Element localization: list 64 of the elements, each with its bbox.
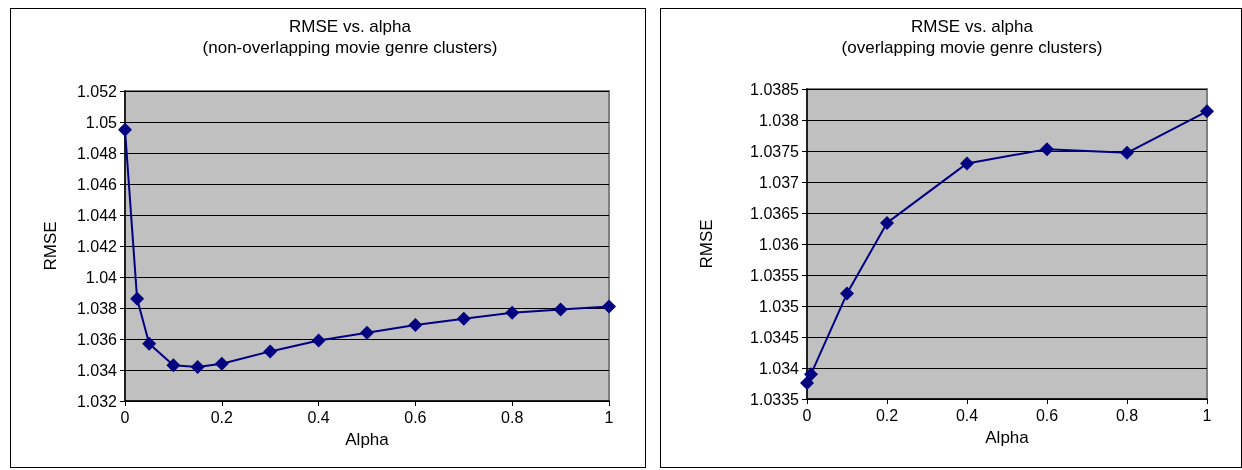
point xyxy=(505,305,520,320)
chart-subtitle: (overlapping movie genre clusters) xyxy=(841,38,1103,57)
x-tick-label: 0.8 xyxy=(501,408,524,426)
y-tick-label: 1.038 xyxy=(758,111,800,129)
point xyxy=(190,359,205,374)
point xyxy=(142,336,157,351)
x-tick-label: 1 xyxy=(1202,406,1212,424)
y-tick-label: 1.036 xyxy=(758,235,800,253)
point xyxy=(880,215,894,230)
y-tick-label: 1.044 xyxy=(76,206,118,224)
y-tick-label: 1.0375 xyxy=(750,142,800,160)
x-tick-label: 0.2 xyxy=(875,406,899,424)
x-axis-title: Alpha xyxy=(345,430,390,449)
x-tick-label: 0 xyxy=(120,408,130,426)
y-tick-label: 1.032 xyxy=(76,392,118,410)
y-tick-label: 1.05 xyxy=(85,113,118,131)
y-tick-label: 1.052 xyxy=(76,82,118,100)
chart-subtitle: (non-overlapping movie genre clusters) xyxy=(202,38,498,57)
point xyxy=(840,286,854,301)
point xyxy=(166,358,181,373)
x-tick-label: 1 xyxy=(604,408,614,426)
y-tick-label: 1.038 xyxy=(76,299,118,317)
x-tick-label: 0 xyxy=(802,406,812,424)
y-tick-label: 1.035 xyxy=(758,297,800,315)
point xyxy=(408,318,423,333)
point xyxy=(263,344,278,359)
y-tick-label: 1.034 xyxy=(758,359,800,377)
x-tick-label: 0.6 xyxy=(404,408,427,426)
y-tick-label: 1.0365 xyxy=(750,204,800,222)
point xyxy=(456,311,471,326)
y-tick-label: 1.036 xyxy=(76,330,118,348)
point xyxy=(1200,104,1214,119)
point xyxy=(960,156,974,171)
point xyxy=(553,302,568,317)
chart-title: RMSE vs. alpha xyxy=(289,17,412,36)
y-tick-label: 1.0335 xyxy=(750,390,800,408)
point xyxy=(1120,145,1134,160)
point xyxy=(130,291,145,306)
y-tick-label: 1.042 xyxy=(76,237,118,255)
x-tick-label: 0.2 xyxy=(210,408,234,426)
x-tick-label: 0.6 xyxy=(1035,406,1059,424)
point xyxy=(800,375,814,390)
y-tick-label: 1.0385 xyxy=(750,80,800,98)
y-axis-title: RMSE xyxy=(41,221,60,271)
x-tick-label: 0.4 xyxy=(955,406,979,424)
point xyxy=(1040,142,1054,157)
point xyxy=(804,367,818,382)
y-tick-label: 1.04 xyxy=(85,268,118,286)
y-tick-label: 1.046 xyxy=(76,175,118,193)
y-tick-label: 1.048 xyxy=(76,144,118,162)
point xyxy=(311,333,326,348)
x-tick-label: 0.4 xyxy=(307,408,330,426)
y-tick-label: 1.037 xyxy=(758,173,800,191)
point xyxy=(360,325,374,340)
x-axis-title: Alpha xyxy=(985,428,1030,447)
point xyxy=(214,356,229,371)
point xyxy=(118,122,132,137)
chart-title: RMSE vs. alpha xyxy=(911,17,1034,36)
y-tick-label: 1.034 xyxy=(76,361,118,379)
x-tick-label: 0.8 xyxy=(1115,406,1139,424)
y-tick-label: 1.0355 xyxy=(750,266,800,284)
y-axis-title: RMSE xyxy=(697,219,716,269)
y-tick-label: 1.0345 xyxy=(750,328,800,346)
point xyxy=(602,299,616,314)
